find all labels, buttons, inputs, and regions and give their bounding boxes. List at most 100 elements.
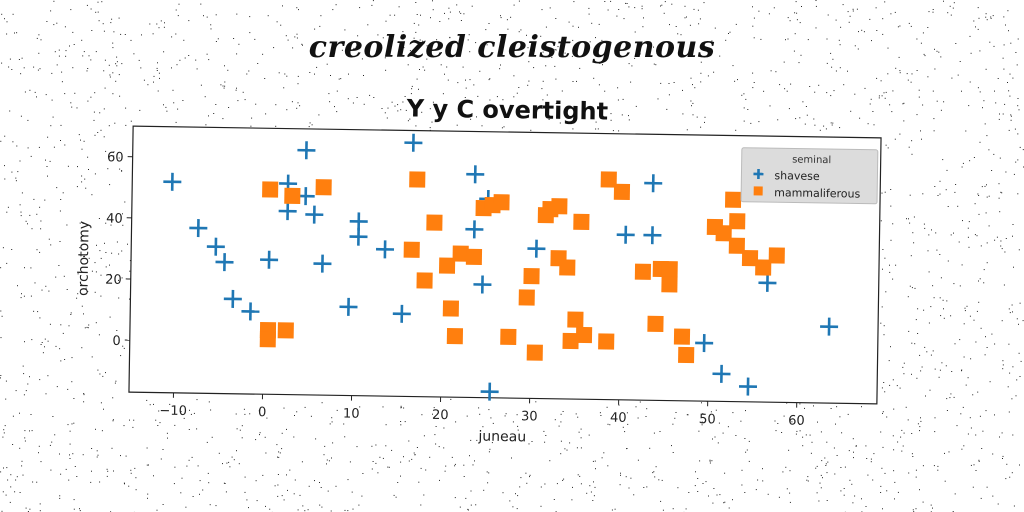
noise-dot [287,489,288,491]
noise-dot [660,82,662,84]
noise-dot [902,366,904,368]
noise-dot [516,414,518,416]
noise-dot [391,101,393,103]
noise-dot [893,408,895,410]
noise-dot [643,17,644,19]
noise-dot [222,118,224,120]
noise-dot [258,410,260,412]
noise-dot [704,121,705,123]
noise-dot [64,144,66,146]
noise-dot [425,469,427,471]
noise-dot [709,422,711,424]
noise-dot [124,483,125,485]
noise-dot [465,79,466,81]
noise-dot [1013,266,1014,268]
data-point-shavese [260,250,279,269]
noise-dot [58,49,60,51]
noise-dot [6,467,8,469]
noise-dot [180,411,182,413]
noise-dot [38,34,40,36]
noise-dot [564,52,566,54]
noise-dot [880,322,882,324]
noise-dot [986,184,987,186]
noise-dot [353,416,355,418]
noise-dot [109,76,111,78]
noise-dot [663,12,665,14]
noise-dot [16,145,18,147]
noise-dot [889,104,891,106]
noise-dot [892,435,894,437]
noise-dot [858,31,859,33]
noise-dot [943,308,944,310]
noise-dot [404,421,406,423]
noise-dot [186,465,188,467]
noise-dot [970,358,972,360]
noise-dot [251,117,253,119]
noise-dot [309,72,311,73]
noise-dot [886,490,888,492]
noise-dot [157,425,159,426]
noise-dot [135,489,137,491]
noise-dot [518,87,520,88]
noise-dot [90,481,92,483]
noise-dot [344,436,346,438]
noise-dot [296,411,298,413]
noise-dot [76,297,78,299]
noise-dot [111,18,113,20]
noise-dot [259,432,261,434]
noise-dot [946,398,948,400]
noise-dot [1002,364,1004,366]
noise-dot [90,59,92,61]
noise-dot [500,17,502,19]
noise-dot [898,56,900,58]
noise-dot [884,391,886,393]
noise-dot [256,500,258,502]
noise-dot [355,46,357,48]
noise-dot [795,118,797,120]
noise-dot [591,22,593,24]
noise-dot [442,93,444,95]
noise-dot [293,493,295,495]
noise-dot [19,492,21,493]
noise-dot [975,341,977,343]
noise-dot [42,352,44,354]
noise-dot [980,327,982,329]
noise-dot [743,93,745,95]
noise-dot [147,84,149,86]
noise-dot [924,227,926,229]
noise-dot [593,481,594,483]
noise-dot [843,494,845,496]
noise-dot [976,310,978,312]
data-point-mammaliferous [551,198,568,215]
noise-dot [920,420,922,422]
noise-dot [985,212,987,214]
noise-dot [913,242,915,244]
noise-dot [159,422,161,424]
data-point-shavese [466,165,485,184]
noise-dot [336,90,338,92]
noise-dot [371,468,373,470]
noise-dot [963,445,965,447]
noise-dot [793,50,795,52]
noise-dot [121,170,123,172]
noise-dot [891,111,893,113]
noise-dot [951,371,953,372]
noise-dot [977,391,979,393]
noise-dot [114,382,116,384]
noise-dot [831,124,833,126]
noise-dot [332,9,334,11]
noise-dot [336,111,338,113]
noise-dot [15,180,17,182]
noise-dot [58,265,60,266]
noise-dot [946,300,948,302]
noise-dot [157,62,158,64]
noise-dot [409,50,411,52]
noise-dot [200,84,202,86]
noise-dot [576,80,577,82]
data-point-shavese [643,226,662,245]
noise-dot [73,499,75,501]
noise-dot [11,249,13,250]
noise-dot [866,458,868,459]
noise-dot [902,103,904,105]
noise-dot [724,501,726,503]
